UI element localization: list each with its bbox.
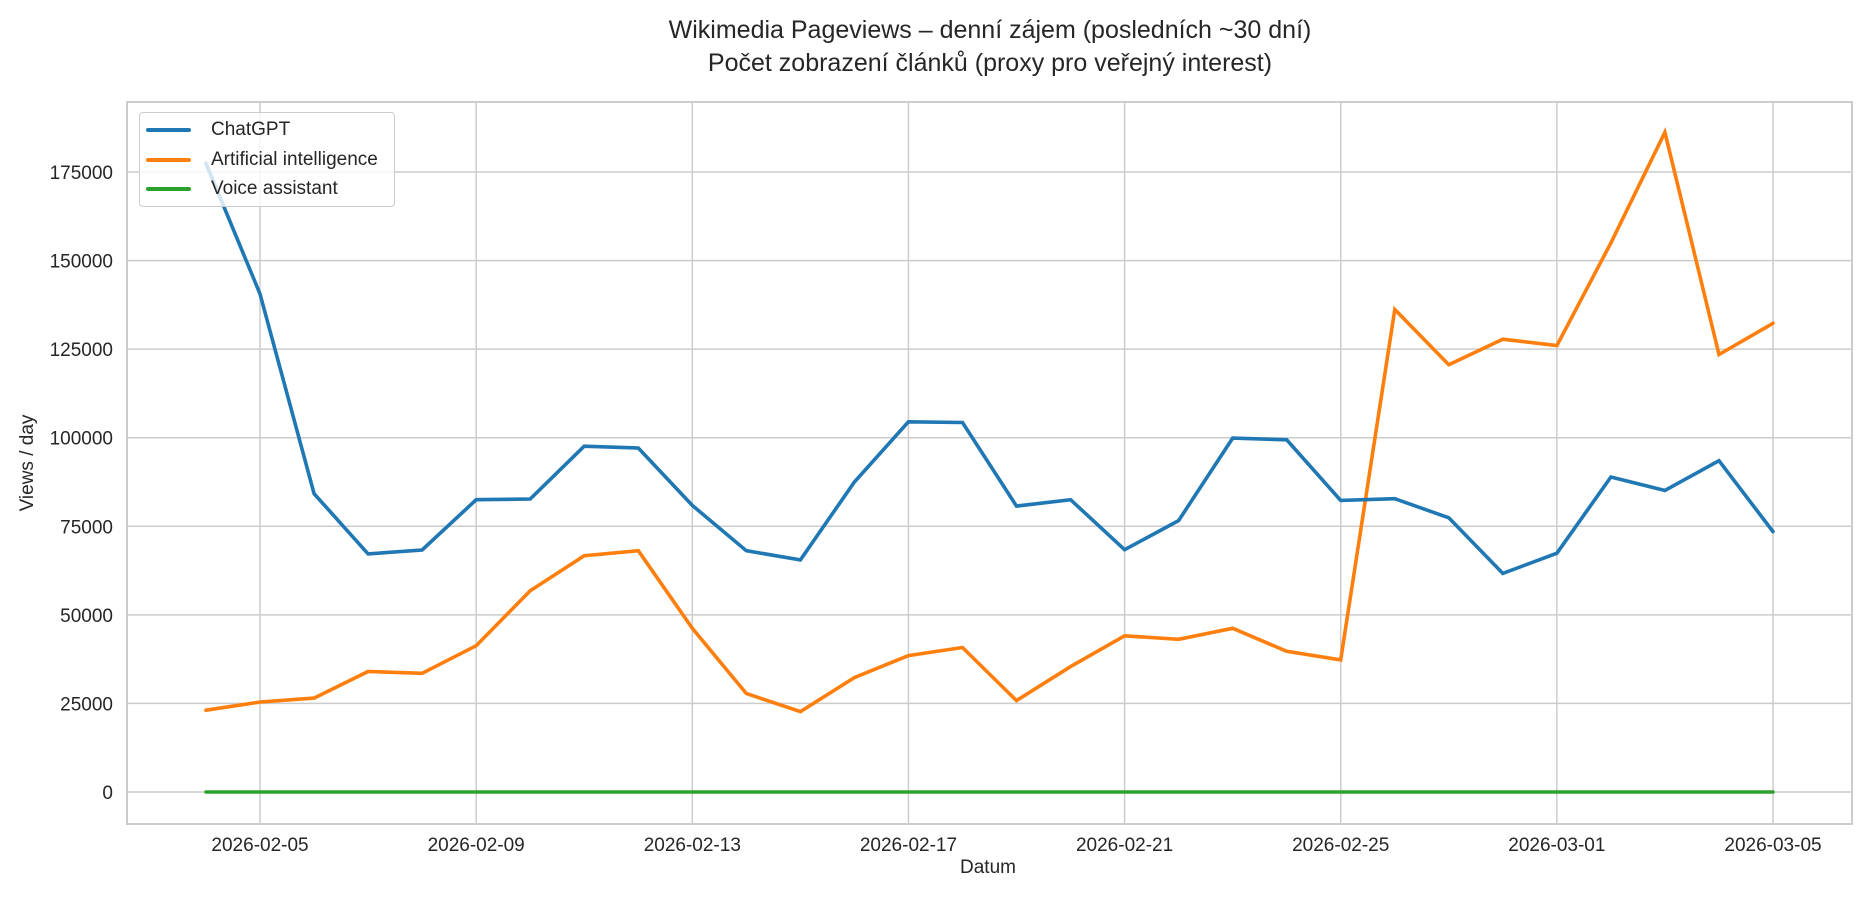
series-line-chatgpt — [204, 161, 1775, 576]
y-tick-label: 150000 — [50, 252, 113, 273]
plot-frame — [126, 101, 1853, 825]
tick-labels: 0 25000 50000 75000 100000 125000 150000 175000… — [50, 163, 1822, 856]
x-axis-label: Datum — [960, 857, 1016, 878]
legend-label: ChatGPT — [211, 119, 291, 140]
y-tick-label: 125000 — [50, 340, 113, 361]
y-tick-label: 25000 — [60, 694, 113, 715]
x-tick-label: 2026-02-09 — [428, 835, 525, 856]
x-tick-label: 2026-02-13 — [644, 835, 741, 856]
legend-line-icon — [146, 187, 191, 191]
legend-item-chatgpt: ChatGPT — [146, 116, 290, 144]
legend-line-icon — [146, 158, 191, 162]
x-tick-label: 2026-02-25 — [1292, 835, 1389, 856]
legend-label: Voice assistant — [211, 178, 338, 199]
y-tick-label: 175000 — [50, 163, 113, 184]
series-line-artificial-intelligence — [204, 127, 1775, 714]
legend: ChatGPT Artificial intelligence Voice as… — [139, 112, 395, 207]
chart-title-line1: Wikimedia Pageviews – denní zájem (posle… — [668, 16, 1312, 44]
y-tick-label: 0 — [102, 783, 113, 804]
y-tick-label: 100000 — [50, 429, 113, 450]
x-tick-label: 2026-02-17 — [860, 835, 957, 856]
y-tick-label: 75000 — [60, 517, 113, 538]
data-series — [204, 127, 1775, 794]
x-tick-label: 2026-03-01 — [1508, 835, 1605, 856]
legend-item-voice-assistant: Voice assistant — [146, 175, 338, 203]
x-tick-label: 2026-02-05 — [211, 835, 308, 856]
x-tick-label: 2026-03-05 — [1724, 835, 1821, 856]
x-tick-label: 2026-02-21 — [1076, 835, 1173, 856]
legend-label: Artificial intelligence — [211, 149, 378, 170]
axes-frame — [126, 101, 1853, 825]
chart-title-line2: Počet zobrazení článků (proxy pro veřejn… — [707, 49, 1273, 77]
y-axis-label: Views / day — [17, 414, 38, 512]
legend-item-artificial-intelligence: Artificial intelligence — [146, 146, 378, 174]
gridlines — [127, 102, 1852, 824]
y-tick-label: 50000 — [60, 606, 113, 627]
legend-line-icon — [146, 128, 191, 132]
